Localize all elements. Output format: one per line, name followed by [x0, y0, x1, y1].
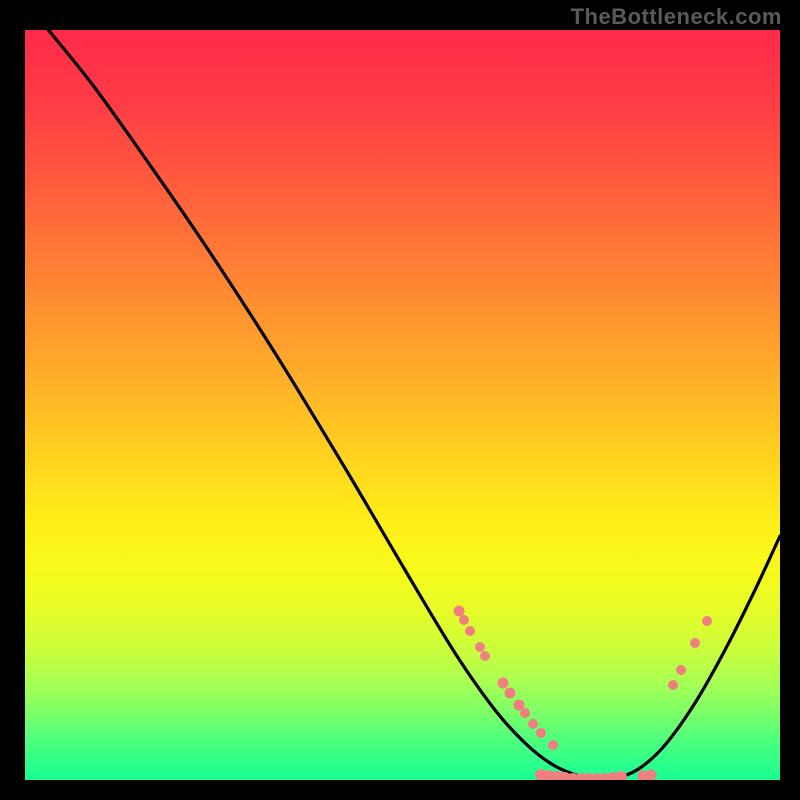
plot-area [25, 30, 780, 780]
gradient-background [25, 30, 780, 780]
watermark-text: TheBottleneck.com [571, 4, 782, 30]
chart-container: TheBottleneck.com [0, 0, 800, 800]
